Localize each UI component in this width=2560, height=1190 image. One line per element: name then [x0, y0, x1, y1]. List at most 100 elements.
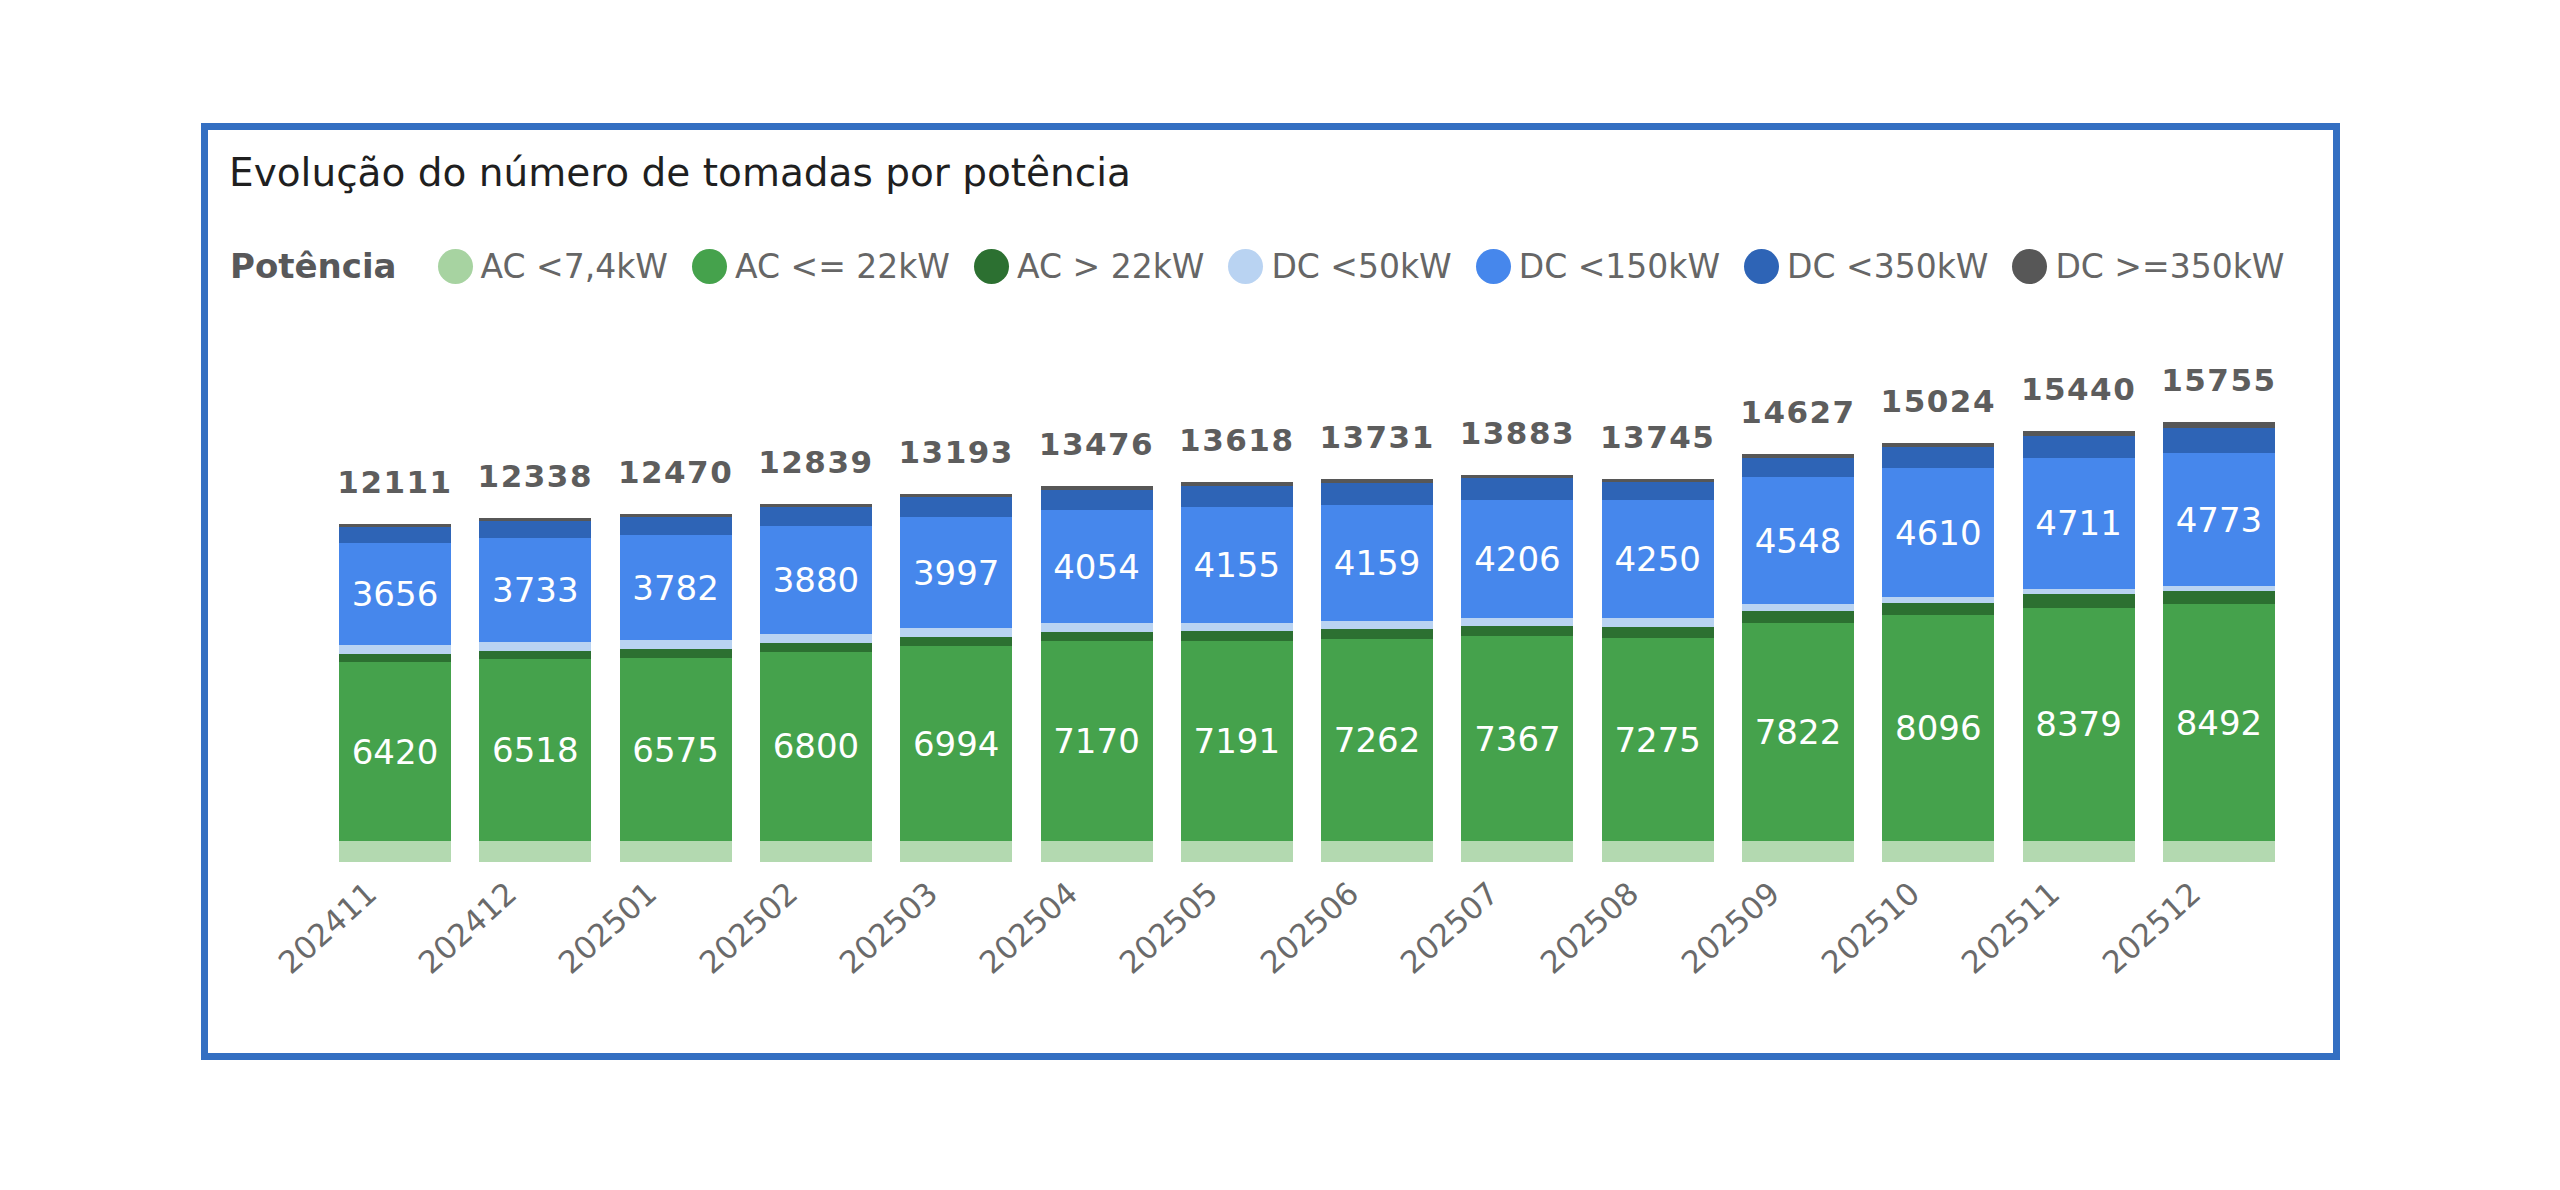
segment-ac-22kw[interactable] — [900, 637, 1012, 646]
segment-dc-350kw[interactable] — [1461, 475, 1573, 479]
segment-dc-50kw[interactable] — [2023, 589, 2135, 594]
segment-dc-350kw[interactable] — [1321, 483, 1433, 505]
segment-ac-7-4kw[interactable] — [1181, 841, 1293, 862]
segment-ac-7-4kw[interactable] — [339, 841, 451, 862]
bar-202508: 7275 4250 — [1602, 479, 1714, 862]
legend-item[interactable]: DC <50kW — [1228, 247, 1451, 286]
segment-ac-7-4kw[interactable] — [1742, 841, 1854, 862]
segment-ac-7-4kw[interactable] — [1602, 841, 1714, 862]
legend-item-label: DC >=350kW — [2055, 247, 2284, 286]
chart-title: Evolução do número de tomadas por potênc… — [229, 153, 1131, 192]
segment-dc-50kw[interactable] — [1882, 597, 1994, 603]
segment-dc-50kw[interactable] — [2163, 586, 2275, 591]
segment-dc-50kw[interactable] — [760, 634, 872, 643]
segment-dc-350kw[interactable] — [2023, 431, 2135, 436]
legend-swatch-icon — [974, 249, 1009, 284]
segment-dc-350kw[interactable] — [339, 524, 451, 527]
segment-ac-22kw[interactable] — [1461, 626, 1573, 636]
segment-dc-350kw[interactable] — [900, 497, 1012, 516]
segment-dc-50kw[interactable] — [1461, 618, 1573, 626]
legend-item[interactable]: AC <= 22kW — [692, 247, 950, 286]
segment-ac-22kw[interactable] — [1602, 627, 1714, 639]
bar-202505: 71914155 — [1181, 482, 1293, 862]
legend-item[interactable]: AC <7,4kW — [438, 247, 668, 286]
segment-dc-350kw[interactable] — [1321, 479, 1433, 483]
segment-dc-50kw[interactable] — [1321, 621, 1433, 629]
segment-dc-50kw[interactable] — [900, 628, 1012, 637]
segment-value-label: 4711 — [2023, 506, 2135, 540]
segment-value-label: 4206 — [1461, 542, 1573, 576]
segment-ac-7-4kw[interactable] — [620, 841, 732, 862]
segment-dc-50kw[interactable] — [1602, 618, 1714, 626]
segment-value-label: 4054 — [1041, 550, 1153, 584]
legend-swatch-icon — [692, 249, 727, 284]
segment-ac-7-4kw[interactable] — [479, 841, 591, 862]
segment-ac-7-4kw[interactable] — [2163, 841, 2275, 862]
segment-ac-7-4kw[interactable] — [1321, 841, 1433, 862]
segment-dc-50kw[interactable] — [1041, 623, 1153, 632]
segment-value-label: 8379 — [2023, 707, 2135, 741]
segment-value-label: 6994 — [900, 727, 1012, 761]
segment-dc-350kw[interactable] — [479, 518, 591, 521]
segment-ac-22kw[interactable] — [2023, 594, 2135, 607]
segment-dc-350kw[interactable] — [1181, 486, 1293, 507]
segment-ac-22kw[interactable] — [1321, 629, 1433, 639]
segment-ac-22kw[interactable] — [2163, 591, 2275, 604]
segment-dc-350kw[interactable] — [1742, 458, 1854, 477]
bar-202412: 65183733 — [479, 518, 591, 862]
legend-item-label: AC > 22kW — [1017, 247, 1204, 286]
segment-dc-50kw[interactable] — [620, 640, 732, 649]
segment-ac-22kw[interactable] — [339, 654, 451, 662]
legend-item[interactable]: DC <150kW — [1476, 247, 1720, 286]
legend-swatch-icon — [438, 249, 473, 284]
segment-dc-50kw[interactable] — [479, 642, 591, 651]
segment-value-label: 8096 — [1882, 711, 1994, 745]
segment-dc-350kw[interactable] — [479, 521, 591, 538]
segment-ac-22kw[interactable] — [1882, 603, 1994, 616]
segment-dc-50kw[interactable] — [1181, 623, 1293, 631]
legend-item[interactable]: DC >=350kW — [2012, 247, 2284, 286]
segment-ac-7-4kw[interactable] — [2023, 841, 2135, 862]
bar-202503: 69943997 — [900, 494, 1012, 862]
segment-value-label: 4250 — [1602, 542, 1714, 576]
segment-dc-350kw[interactable] — [1041, 486, 1153, 489]
segment-ac-7-4kw[interactable] — [1041, 841, 1153, 862]
segment-dc-350kw[interactable] — [1882, 443, 1994, 447]
segment-dc-350kw[interactable] — [1461, 478, 1573, 500]
segment-dc-350kw[interactable] — [900, 494, 1012, 497]
segment-dc-350kw[interactable] — [760, 507, 872, 526]
segment-dc-50kw[interactable] — [1742, 604, 1854, 611]
segment-dc-350kw[interactable] — [620, 514, 732, 517]
segment-value-label: 7275 — [1602, 723, 1714, 757]
segment-ac-7-4kw[interactable] — [760, 841, 872, 862]
segment-dc-50kw[interactable] — [339, 645, 451, 654]
segment-dc-350kw[interactable] — [339, 527, 451, 542]
segment-ac-7-4kw[interactable] — [1461, 841, 1573, 862]
bar-202506: 72624159 — [1321, 479, 1433, 862]
segment-ac-7-4kw[interactable] — [900, 841, 1012, 862]
segment-dc-350kw[interactable] — [1181, 482, 1293, 486]
segment-value-label: 7262 — [1321, 723, 1433, 757]
segment-ac-22kw[interactable] — [620, 649, 732, 658]
legend-item-label: AC <= 22kW — [735, 247, 950, 286]
segment-ac-22kw[interactable] — [479, 651, 591, 659]
segment-dc-350kw[interactable] — [1742, 454, 1854, 458]
legend-item[interactable]: AC > 22kW — [974, 247, 1204, 286]
legend-item[interactable]: DC <350kW — [1744, 247, 1988, 286]
segment-dc-350kw[interactable] — [1041, 490, 1153, 511]
segment-value-label: 7170 — [1041, 724, 1153, 758]
segment-ac-22kw[interactable] — [1041, 632, 1153, 641]
segment-ac-7-4kw[interactable] — [1882, 841, 1994, 862]
segment-dc-350kw[interactable] — [1602, 482, 1714, 499]
segment-dc-350kw[interactable] — [1882, 447, 1994, 468]
segment-dc-350kw[interactable] — [2163, 428, 2275, 453]
legend-swatch-icon — [1476, 249, 1511, 284]
segment-ac-22kw[interactable] — [1181, 631, 1293, 641]
segment-dc-350kw[interactable] — [760, 504, 872, 507]
segment-dc-350kw[interactable] — [2023, 436, 2135, 458]
segment-dc-350kw[interactable] — [1602, 479, 1714, 483]
segment-ac-22kw[interactable] — [760, 643, 872, 652]
segment-dc-350kw[interactable] — [2163, 422, 2275, 427]
segment-dc-350kw[interactable] — [620, 517, 732, 534]
segment-ac-22kw[interactable] — [1742, 611, 1854, 623]
